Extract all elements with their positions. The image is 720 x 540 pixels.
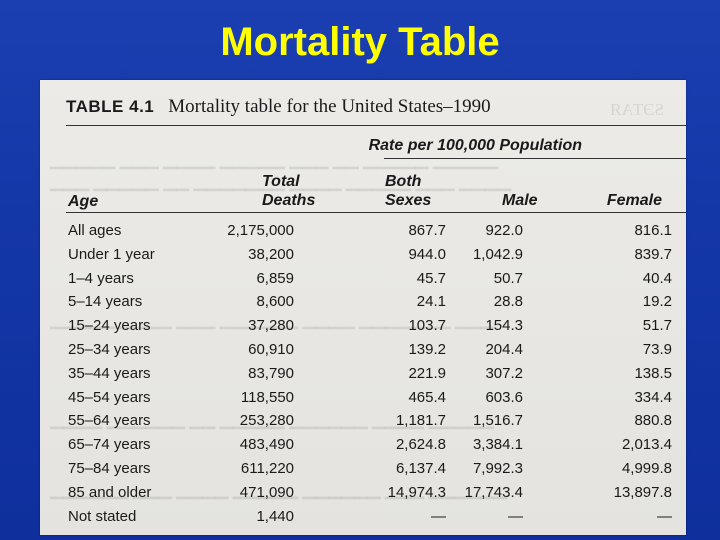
total-deaths-cell: 471,090	[239, 483, 294, 501]
female-rate-cell: 880.8	[634, 412, 672, 430]
rate-group-header: Rate per 100,000 Population	[368, 137, 582, 154]
table-row: 1–4 years 6,859 45.7 50.7 40.4	[40, 267, 686, 291]
age-cell: 55–64 years	[68, 412, 151, 430]
total-deaths-cell: 611,220	[240, 460, 294, 477]
male-rate-cell: 50.7	[493, 269, 523, 287]
both-sexes-rate-cell: 45.7	[416, 269, 446, 287]
total-deaths-cell: 8,600	[256, 293, 294, 311]
both-sexes-rate-cell: 6,137.4	[395, 460, 446, 477]
male-rate-cell: 3,384.1	[472, 436, 523, 454]
col-header-age: Age	[68, 193, 99, 210]
both-sexes-rate-cell: 867.7	[408, 222, 446, 239]
table-row: 55–64 years 253,280 1,181.7 1,516.7 880.8	[40, 409, 686, 433]
table-row: 65–74 years 483,490 2,624.8 3,384.1 2,013.4	[40, 433, 686, 457]
male-rate-cell: —	[508, 507, 523, 525]
both-sexes-rate-cell: 14,974.3	[387, 483, 446, 501]
female-rate-cell: 138.5	[634, 364, 672, 382]
table-row: Not stated 1,440 — — —	[40, 505, 686, 529]
age-cell: 65–74 years	[68, 436, 151, 454]
female-rate-cell: 4,999.8	[621, 460, 672, 477]
both-sexes-rate-cell: 24.1	[416, 293, 446, 311]
male-rate-cell: 28.8	[493, 293, 523, 311]
both-sexes-rate-cell: 1,181.7	[395, 412, 446, 430]
age-cell: 15–24 years	[68, 317, 151, 335]
age-cell: 85 and older	[68, 483, 152, 501]
group-rule	[384, 158, 686, 159]
col-header-both-sexes: Both Sexes	[385, 173, 432, 209]
scanned-table-image: SЭТАЯ ▁▁▁▁▁ ▁▁▁ ▁▁▁▁ ▁▁▁▁▁ ▁▁▁ ▁▁ ▁▁▁▁▁ …	[40, 80, 686, 535]
both-sexes-rate-cell: 465.4	[408, 388, 446, 406]
total-deaths-cell: 60,910	[248, 341, 294, 358]
female-rate-cell: —	[657, 507, 672, 525]
table-row: 45–54 years 118,550 465.4 603.6 334.4	[40, 386, 686, 410]
male-rate-cell: 603.6	[485, 388, 523, 406]
male-rate-cell: 922.0	[485, 222, 523, 239]
table-number: TABLE 4.1	[66, 97, 155, 116]
age-cell: 1–4 years	[68, 269, 134, 287]
table-row: 35–44 years 83,790 221.9 307.2 138.5	[40, 362, 686, 386]
col-header-male: Male	[502, 192, 538, 209]
table-caption: Mortality table for the United States–19…	[168, 96, 491, 117]
total-deaths-cell: 2,175,000	[227, 222, 294, 239]
table-row: Under 1 year 38,200 944.0 1,042.9 839.7	[40, 243, 686, 267]
table-row: 15–24 years 37,280 103.7 154.3 51.7	[40, 314, 686, 338]
total-deaths-cell: 37,280	[248, 317, 294, 335]
both-sexes-rate-cell: —	[431, 507, 446, 525]
male-rate-cell: 154.3	[485, 317, 523, 335]
total-deaths-cell: 118,550	[240, 388, 294, 406]
table-row: All ages 2,175,000 867.7 922.0 816.1	[40, 219, 686, 243]
male-rate-cell: 7,992.3	[472, 460, 523, 477]
table-row: 5–14 years 8,600 24.1 28.8 19.2	[40, 290, 686, 314]
top-rule	[66, 125, 686, 126]
col-header-female: Female	[606, 192, 662, 209]
slide-title: Mortality Table	[220, 20, 500, 64]
male-rate-cell: 1,516.7	[472, 412, 523, 430]
col-header-total-deaths: Total Deaths	[262, 173, 316, 209]
female-rate-cell: 13,897.8	[613, 483, 672, 501]
male-rate-cell: 307.2	[485, 364, 523, 382]
age-cell: All ages	[68, 222, 122, 239]
female-rate-cell: 839.7	[634, 245, 672, 263]
age-cell: Not stated	[68, 507, 137, 525]
age-cell: 75–84 years	[68, 460, 151, 477]
female-rate-cell: 73.9	[642, 341, 672, 358]
male-rate-cell: 17,743.4	[464, 483, 523, 501]
both-sexes-rate-cell: 139.2	[408, 341, 446, 358]
female-rate-cell: 51.7	[642, 317, 672, 335]
table-row: 75–84 years 611,220 6,137.4 7,992.3 4,999.8	[40, 457, 686, 481]
both-sexes-rate-cell: 2,624.8	[395, 436, 446, 454]
total-deaths-cell: 38,200	[248, 245, 294, 263]
female-rate-cell: 40.4	[642, 269, 672, 287]
both-sexes-rate-cell: 103.7	[408, 317, 446, 335]
female-rate-cell: 19.2	[642, 293, 672, 311]
total-deaths-cell: 83,790	[248, 364, 294, 382]
total-deaths-cell: 6,859	[256, 269, 294, 287]
age-cell: 5–14 years	[68, 293, 143, 311]
female-rate-cell: 816.1	[634, 222, 672, 239]
age-cell: 45–54 years	[68, 388, 151, 406]
both-sexes-rate-cell: 221.9	[408, 364, 446, 382]
total-deaths-cell: 1,440	[256, 507, 294, 525]
age-cell: Under 1 year	[68, 245, 155, 263]
female-rate-cell: 2,013.4	[621, 436, 672, 454]
male-rate-cell: 1,042.9	[472, 245, 523, 263]
table-heading: TABLE 4.1 Mortality table for the United …	[66, 96, 491, 118]
both-sexes-rate-cell: 944.0	[408, 245, 446, 263]
table-row: 85 and older 471,090 14,974.3 17,743.4 13,89…	[40, 481, 686, 505]
bleed-through-texture: SЭТАЯ	[610, 100, 664, 119]
total-deaths-cell: 253,280	[239, 412, 294, 430]
male-rate-cell: 204.4	[485, 341, 523, 358]
age-cell: 35–44 years	[68, 364, 151, 382]
header-rule	[66, 212, 686, 213]
table-row: 25–34 years 60,910 139.2 204.4 73.9	[40, 338, 686, 362]
female-rate-cell: 334.4	[634, 388, 672, 406]
total-deaths-cell: 483,490	[239, 436, 294, 454]
age-cell: 25–34 years	[68, 341, 151, 358]
